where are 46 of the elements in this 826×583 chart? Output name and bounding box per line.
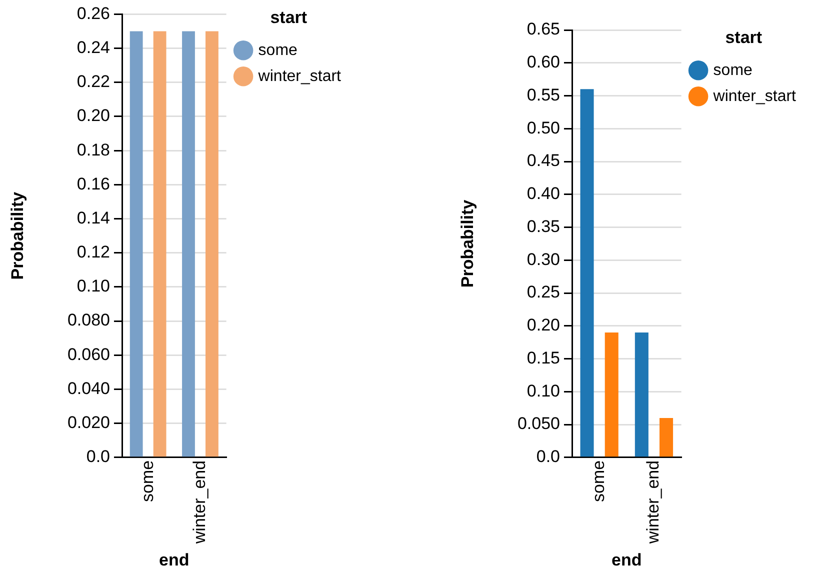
bar — [580, 89, 594, 457]
y-tick-label: 0.0 — [86, 447, 110, 466]
y-axis-title: Probability — [458, 199, 477, 288]
y-tick-label: 0.10 — [526, 381, 560, 400]
x-tick-label: winter_end — [190, 460, 209, 545]
legend-title: start — [270, 8, 308, 28]
y-tick-label: 0.65 — [526, 20, 560, 39]
legend-title: start — [725, 28, 762, 48]
legend-label: some — [713, 62, 753, 79]
x-tick-label: winter_end — [644, 460, 663, 545]
y-tick-label: 0.26 — [76, 4, 110, 23]
x-axis-title: end — [612, 550, 642, 570]
y-tick-label: 0.16 — [76, 174, 110, 194]
y-tick-label: 0.020 — [67, 413, 110, 432]
y-tick-label: 0.050 — [517, 414, 560, 434]
y-tick-label: 0.22 — [76, 72, 110, 92]
y-tick-label: 0.14 — [76, 208, 110, 228]
y-tick-label: 0.40 — [526, 184, 560, 204]
y-tick-label: 0.20 — [526, 316, 560, 335]
bar — [634, 332, 648, 457]
y-tick-label: 0.30 — [526, 250, 560, 269]
x-tick-label: some — [138, 460, 157, 502]
bar — [604, 332, 618, 457]
y-tick-label: 0.25 — [526, 282, 560, 302]
bar — [660, 418, 674, 457]
y-tick-label: 0.060 — [67, 344, 110, 364]
y-tick-label: 0.50 — [526, 118, 560, 138]
y-tick-label: 0.55 — [526, 85, 560, 104]
y-tick-label: 0.18 — [76, 140, 110, 160]
y-tick-label: 0.24 — [76, 38, 110, 57]
y-tick-label: 0.040 — [67, 378, 110, 398]
y-tick-label: 0.60 — [526, 52, 560, 72]
y-tick-label: 0.0 — [536, 447, 560, 466]
legend-label: some — [258, 42, 298, 59]
y-tick-label: 0.10 — [76, 276, 110, 296]
y-tick-label: 0.35 — [526, 216, 560, 236]
x-tick-label: some — [589, 460, 608, 502]
y-axis-title: Probability — [8, 191, 27, 280]
y-tick-label: 0.45 — [526, 151, 560, 170]
y-tick-label: 0.20 — [76, 106, 110, 126]
legend-label: winter_start — [257, 68, 342, 85]
y-tick-label: 0.12 — [76, 242, 110, 262]
legend-label: winter_start — [712, 88, 797, 105]
y-tick-label: 0.080 — [67, 310, 110, 330]
y-tick-label: 0.15 — [526, 348, 560, 368]
x-axis-title: end — [159, 550, 190, 570]
